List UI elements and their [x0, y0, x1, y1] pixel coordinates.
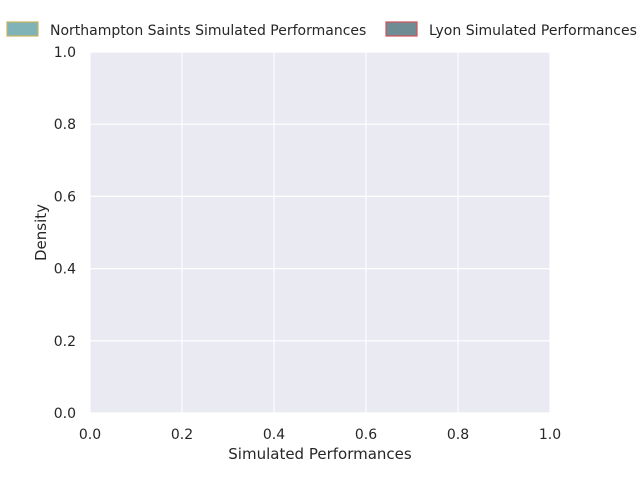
y-tick-label: 0.0: [54, 406, 76, 422]
x-tick-label: 0.6: [355, 427, 377, 443]
legend-item: Northampton Saints Simulated Performance…: [6, 21, 366, 39]
legend-swatch: [6, 21, 39, 37]
legend: Northampton Saints Simulated Performance…: [6, 21, 637, 39]
legend-swatch: [385, 21, 418, 37]
x-tick-label: 0.8: [447, 427, 469, 443]
y-tick-label: 0.8: [54, 117, 76, 133]
x-tick-label: 0.4: [263, 427, 285, 443]
y-tick-label: 0.2: [54, 334, 76, 350]
grid-lines: [89, 51, 551, 414]
x-tick-label: 0.0: [79, 427, 101, 443]
y-axis-ticks: 0.0 0.2 0.4 0.6 0.8 1.0: [54, 45, 76, 422]
y-tick-label: 0.4: [54, 262, 76, 278]
x-axis-ticks: 0.0 0.2 0.4 0.6 0.8 1.0: [79, 427, 561, 443]
plot-area: [90, 52, 550, 413]
y-axis-label: Density: [32, 204, 50, 261]
legend-item: Lyon Simulated Performances: [385, 21, 637, 39]
legend-label: Northampton Saints Simulated Performance…: [50, 23, 366, 39]
legend-label: Lyon Simulated Performances: [429, 23, 637, 39]
x-axis-label: Simulated Performances: [228, 445, 412, 463]
x-tick-label: 0.2: [171, 427, 193, 443]
x-tick-label: 1.0: [539, 427, 561, 443]
y-tick-label: 0.6: [54, 189, 76, 205]
y-tick-label: 1.0: [54, 45, 76, 61]
